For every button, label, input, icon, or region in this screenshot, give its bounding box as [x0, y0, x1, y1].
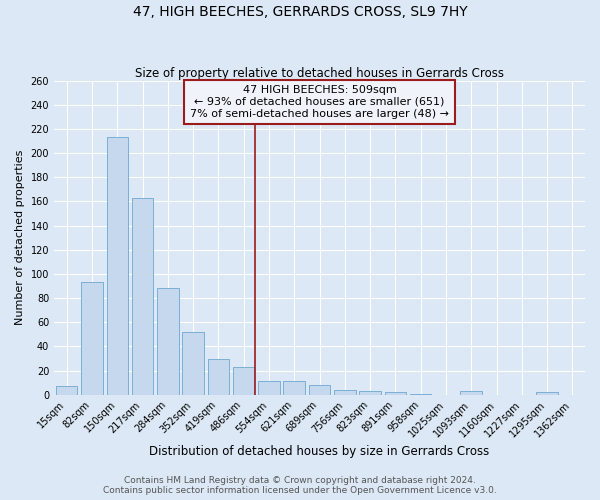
- Bar: [132, 198, 153, 395]
- Bar: [107, 138, 128, 395]
- Bar: [157, 288, 179, 395]
- Bar: [233, 367, 254, 395]
- Bar: [283, 382, 305, 395]
- Bar: [536, 392, 558, 395]
- Bar: [410, 394, 431, 395]
- Bar: [56, 386, 77, 395]
- Y-axis label: Number of detached properties: Number of detached properties: [15, 150, 25, 326]
- Text: 47 HIGH BEECHES: 509sqm
← 93% of detached houses are smaller (651)
7% of semi-de: 47 HIGH BEECHES: 509sqm ← 93% of detache…: [190, 86, 449, 118]
- Bar: [359, 391, 381, 395]
- Bar: [334, 390, 356, 395]
- Bar: [81, 282, 103, 395]
- Text: 47, HIGH BEECHES, GERRARDS CROSS, SL9 7HY: 47, HIGH BEECHES, GERRARDS CROSS, SL9 7H…: [133, 5, 467, 19]
- Bar: [385, 392, 406, 395]
- Title: Size of property relative to detached houses in Gerrards Cross: Size of property relative to detached ho…: [135, 66, 504, 80]
- Text: Contains HM Land Registry data © Crown copyright and database right 2024.
Contai: Contains HM Land Registry data © Crown c…: [103, 476, 497, 495]
- Bar: [258, 382, 280, 395]
- Bar: [208, 358, 229, 395]
- Bar: [182, 332, 204, 395]
- Bar: [460, 391, 482, 395]
- X-axis label: Distribution of detached houses by size in Gerrards Cross: Distribution of detached houses by size …: [149, 444, 490, 458]
- Bar: [309, 385, 330, 395]
